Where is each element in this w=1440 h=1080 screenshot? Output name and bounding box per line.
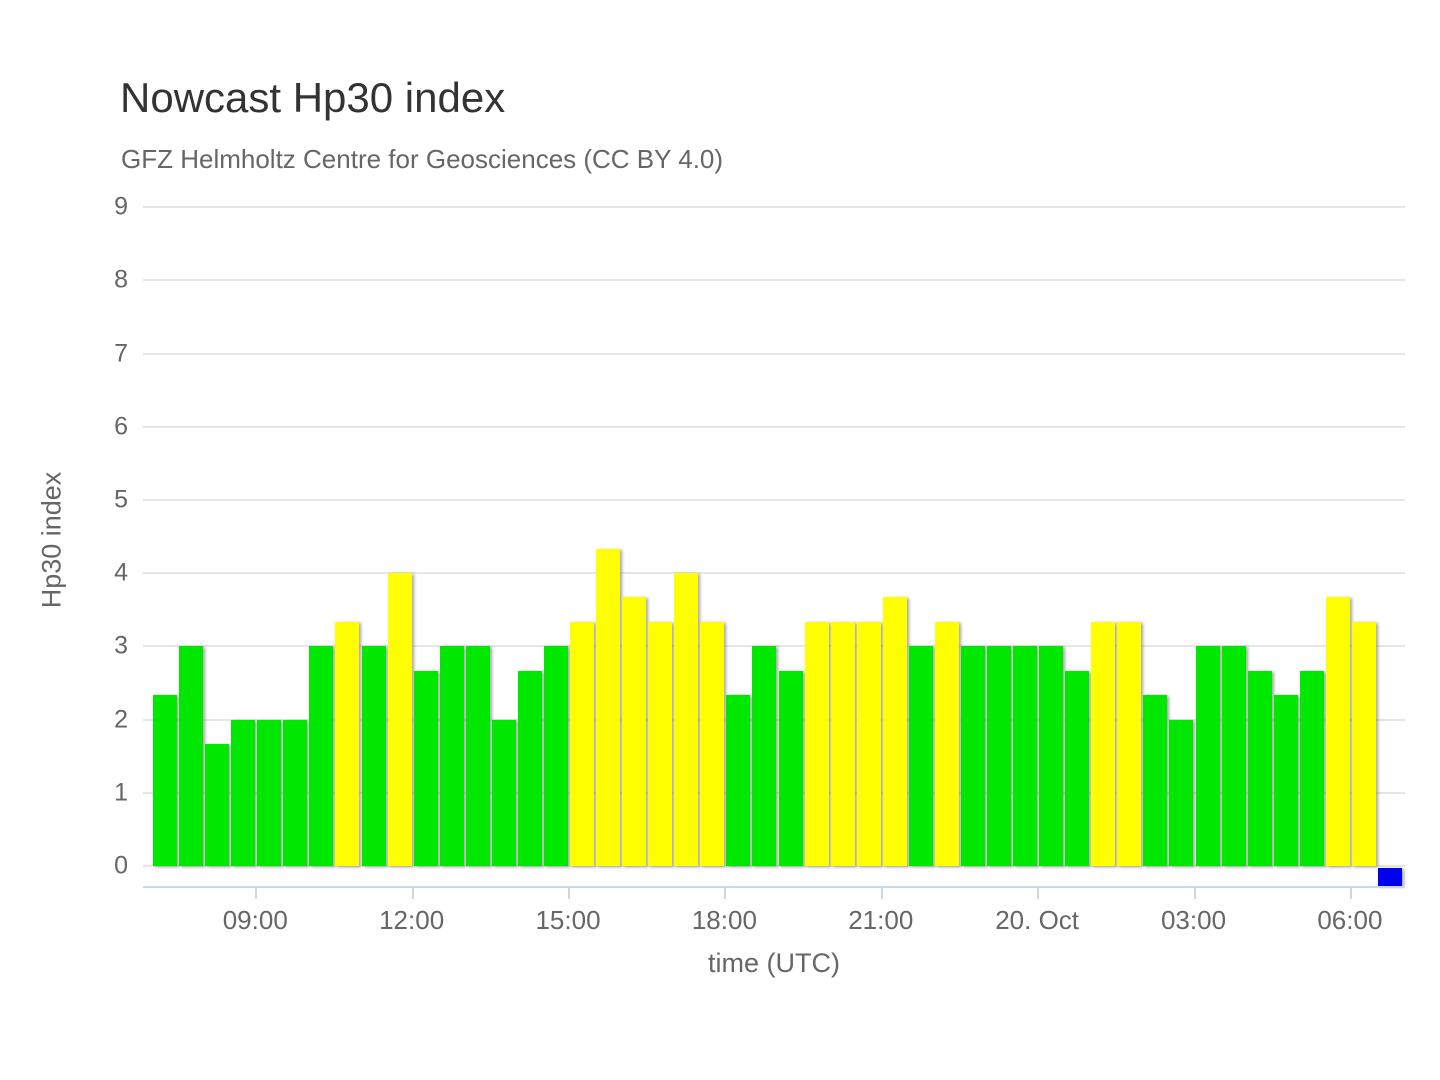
hp30-bar[interactable] xyxy=(1169,719,1194,866)
x-axis-tick-label: 15:00 xyxy=(535,905,601,935)
y-gridline xyxy=(143,865,1405,867)
hp30-bar[interactable] xyxy=(517,670,542,866)
hp30-bar[interactable] xyxy=(1247,670,1272,866)
hp30-bar[interactable] xyxy=(465,646,490,866)
hp30-bar[interactable] xyxy=(726,695,751,866)
y-axis-tick-label: 1 xyxy=(114,778,128,807)
hp30-bar[interactable] xyxy=(778,670,803,866)
chart-subtitle: GFZ Helmholtz Centre for Geosciences (CC… xyxy=(121,144,724,174)
hp30-bar[interactable] xyxy=(1143,695,1168,866)
y-axis-tick-label: 7 xyxy=(114,339,128,368)
hp30-bar[interactable] xyxy=(283,719,308,866)
hp30-bar[interactable] xyxy=(543,646,568,866)
y-axis-tick-label: 2 xyxy=(114,705,128,734)
hp30-bar[interactable] xyxy=(231,719,256,866)
hp30-bar[interactable] xyxy=(934,622,959,866)
x-axis-tick-label: 12:00 xyxy=(379,905,445,935)
x-axis-tick xyxy=(411,888,414,899)
x-axis-line xyxy=(143,886,1405,888)
x-axis-tick-label: 20. Oct xyxy=(995,905,1080,935)
y-gridline xyxy=(143,499,1405,501)
hp30-bar[interactable] xyxy=(387,573,412,866)
y-axis-tick-label: 8 xyxy=(114,265,128,294)
hp30-bar[interactable] xyxy=(309,646,334,866)
y-gridline xyxy=(143,279,1405,282)
y-axis-tick-label: 0 xyxy=(114,851,128,880)
hp30-bar[interactable] xyxy=(1039,646,1064,866)
x-axis-tick-label: 06:00 xyxy=(1317,905,1383,935)
hp30-bar[interactable] xyxy=(960,646,985,866)
hp30-bar[interactable] xyxy=(648,622,673,866)
hp30-bar[interactable] xyxy=(908,646,933,866)
x-axis-tick-label: 03:00 xyxy=(1160,905,1227,935)
hp30-bar[interactable] xyxy=(674,573,699,866)
hp30-bar[interactable] xyxy=(1325,597,1350,866)
hp30-bar[interactable] xyxy=(439,646,464,866)
hp30-bar[interactable] xyxy=(700,622,725,866)
hp30-bar[interactable] xyxy=(752,646,777,866)
hp30-bar[interactable] xyxy=(570,622,594,866)
x-axis-tick xyxy=(1349,888,1352,899)
hp30-bar[interactable] xyxy=(596,549,621,866)
x-axis-tick xyxy=(1037,888,1040,899)
hp30-bar[interactable] xyxy=(1065,670,1090,866)
hp30-bar[interactable] xyxy=(491,719,516,866)
x-axis-tick xyxy=(1193,888,1196,899)
hp30-bar[interactable] xyxy=(987,646,1011,866)
y-gridline xyxy=(143,572,1405,575)
x-axis-tick xyxy=(724,888,727,899)
x-axis-tick-label: 18:00 xyxy=(691,905,757,935)
hp30-bar[interactable] xyxy=(179,646,204,866)
hp30-bar[interactable] xyxy=(1117,622,1142,866)
y-axis-tick-label: 4 xyxy=(114,558,128,587)
hp30-bar[interactable] xyxy=(153,695,177,866)
hp30-bar[interactable] xyxy=(205,743,230,866)
hp30-bar[interactable] xyxy=(361,646,386,866)
y-axis-tick-label: 5 xyxy=(114,485,128,514)
hp30-bar[interactable] xyxy=(856,622,881,866)
hp30-bar[interactable] xyxy=(257,719,282,866)
hp30-bar[interactable] xyxy=(622,597,647,866)
hp30-bar[interactable] xyxy=(1013,646,1038,866)
x-axis-tick-label: 21:00 xyxy=(848,905,914,935)
hp30-bar[interactable] xyxy=(1273,695,1298,866)
x-axis-tick-label: 09:00 xyxy=(222,905,288,935)
hp30-bar[interactable] xyxy=(413,670,438,866)
hp30-bar[interactable] xyxy=(335,622,360,866)
x-axis-title: time (UTC) xyxy=(708,948,840,978)
hp30-bar[interactable] xyxy=(1195,646,1220,866)
hp30-bar[interactable] xyxy=(830,622,855,866)
y-gridline xyxy=(143,206,1405,209)
hp30-bar[interactable] xyxy=(804,622,829,866)
y-axis-tick-label: 6 xyxy=(114,412,128,441)
x-axis-tick xyxy=(255,888,258,899)
y-axis-tick-label: 3 xyxy=(114,631,128,660)
hp30-bar[interactable] xyxy=(1091,622,1116,866)
hp30-bar[interactable] xyxy=(1221,646,1246,866)
y-gridline xyxy=(143,352,1405,355)
x-axis-tick xyxy=(880,888,883,899)
chart-title: Nowcast Hp30 index xyxy=(120,74,506,121)
hp30-bar[interactable] xyxy=(1351,622,1376,866)
latest-interval-bar[interactable] xyxy=(1377,868,1402,886)
hp30-bar[interactable] xyxy=(882,597,907,866)
x-axis-tick xyxy=(568,888,570,899)
hp30-bar[interactable] xyxy=(1299,670,1324,866)
y-axis-tick-label: 9 xyxy=(114,192,128,221)
y-gridline xyxy=(143,425,1405,428)
